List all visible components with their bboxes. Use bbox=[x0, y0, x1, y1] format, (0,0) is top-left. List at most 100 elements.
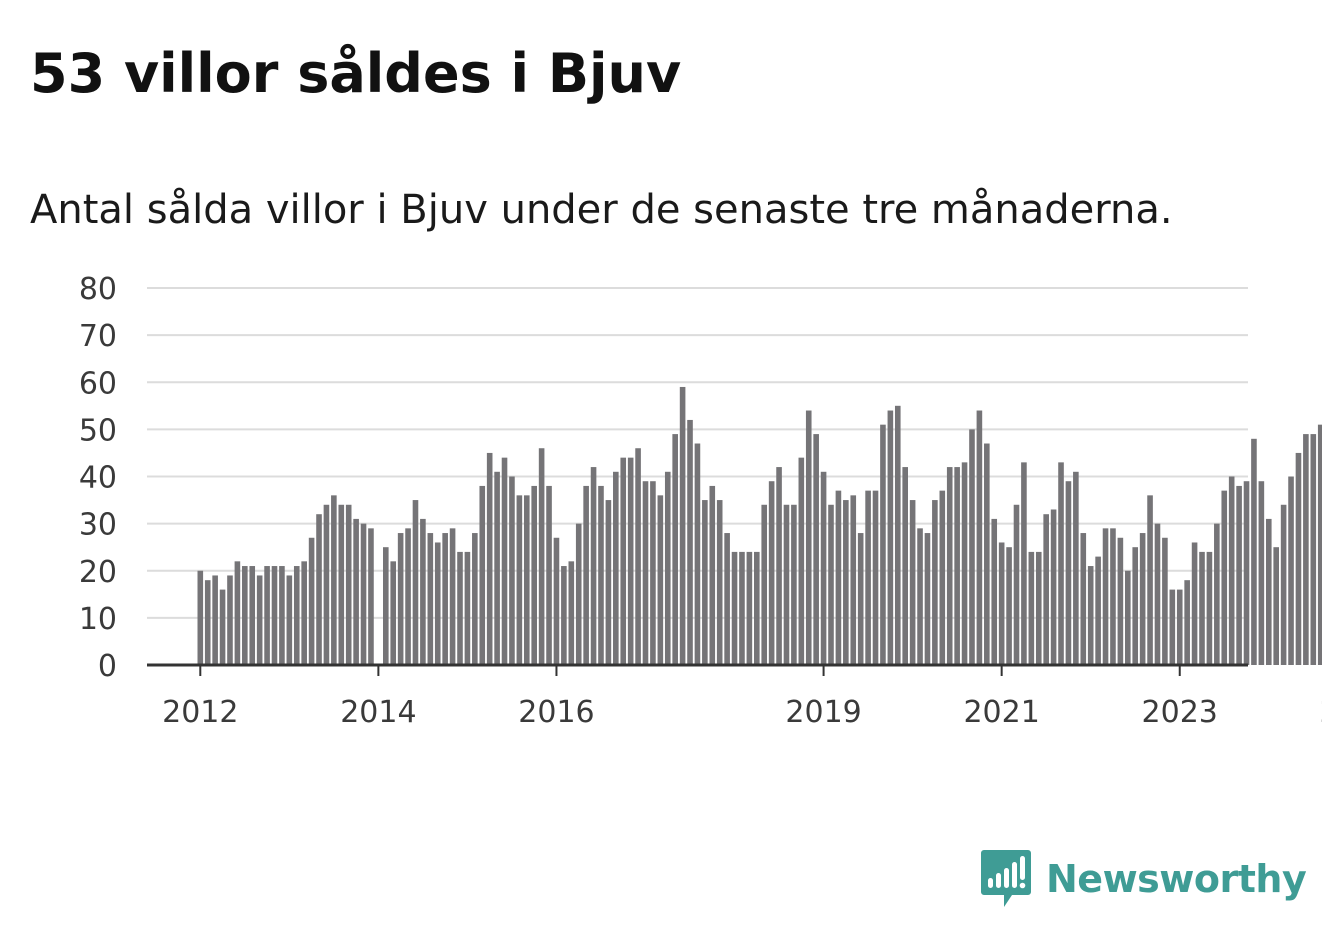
bar bbox=[894, 405, 901, 665]
bar bbox=[961, 462, 968, 665]
bar bbox=[857, 533, 864, 665]
bar bbox=[279, 566, 285, 665]
y-tick-label: 30 bbox=[79, 508, 117, 543]
bar bbox=[1087, 566, 1094, 665]
bar bbox=[1065, 481, 1072, 665]
bar bbox=[412, 500, 419, 665]
bar bbox=[1125, 570, 1131, 665]
bar bbox=[368, 528, 374, 665]
bar bbox=[1080, 533, 1087, 665]
bar bbox=[1243, 481, 1250, 665]
bar bbox=[197, 570, 204, 665]
bar bbox=[946, 467, 953, 665]
y-tick-label: 20 bbox=[79, 555, 117, 590]
bar bbox=[472, 533, 478, 665]
bar bbox=[449, 528, 456, 665]
newsworthy-logo-icon bbox=[981, 850, 1031, 907]
bar bbox=[850, 495, 857, 665]
bar bbox=[464, 551, 471, 665]
bar bbox=[509, 476, 515, 665]
bar bbox=[724, 533, 730, 665]
bar bbox=[331, 495, 337, 665]
bar bbox=[249, 566, 256, 665]
bar bbox=[694, 443, 701, 665]
bar bbox=[932, 500, 938, 665]
bar bbox=[984, 443, 990, 665]
bar bbox=[1102, 528, 1109, 665]
bar bbox=[598, 485, 604, 665]
bar bbox=[1206, 551, 1213, 665]
y-tick-label: 0 bbox=[98, 649, 117, 684]
bar bbox=[1095, 556, 1101, 665]
bar bbox=[383, 547, 389, 665]
x-tick-label: 2021 bbox=[963, 695, 1039, 730]
bar bbox=[553, 537, 560, 665]
bar bbox=[976, 410, 983, 665]
bar bbox=[1035, 551, 1042, 665]
bar bbox=[635, 448, 641, 665]
bar bbox=[316, 514, 322, 665]
bar bbox=[390, 561, 397, 665]
newsworthy-logo: Newsworthy bbox=[980, 848, 1307, 910]
bar bbox=[1295, 452, 1302, 665]
bar bbox=[1169, 589, 1176, 665]
bar bbox=[204, 580, 211, 665]
bar bbox=[271, 566, 278, 665]
bar bbox=[1288, 476, 1294, 665]
bar bbox=[323, 504, 330, 665]
bar bbox=[234, 561, 241, 665]
bar bbox=[924, 533, 931, 665]
bar bbox=[227, 575, 233, 665]
bar bbox=[427, 533, 434, 665]
bar bbox=[687, 419, 693, 665]
bar bbox=[1050, 509, 1057, 665]
bar bbox=[308, 537, 315, 665]
bar bbox=[954, 467, 960, 665]
bar bbox=[642, 481, 649, 665]
bar bbox=[538, 448, 545, 665]
bar bbox=[256, 575, 263, 665]
bar bbox=[1006, 547, 1012, 665]
x-axis-labels: 2012 2014 2016 2019 2021 2023 2025 bbox=[162, 695, 1322, 730]
bar bbox=[434, 542, 441, 665]
bars bbox=[197, 386, 1322, 666]
bar bbox=[761, 504, 768, 665]
bar bbox=[1273, 547, 1279, 665]
bar bbox=[1303, 434, 1309, 665]
bar bbox=[939, 490, 946, 665]
bar bbox=[664, 471, 671, 665]
bar bbox=[1221, 490, 1228, 665]
bar bbox=[620, 457, 627, 665]
bar bbox=[917, 528, 923, 665]
bar bbox=[442, 533, 448, 665]
x-tick-label: 2012 bbox=[162, 695, 238, 730]
bar bbox=[754, 551, 760, 665]
bar bbox=[1251, 438, 1257, 665]
bar bbox=[360, 523, 367, 666]
bar bbox=[590, 467, 597, 665]
bar bbox=[657, 495, 664, 665]
bar bbox=[338, 504, 345, 665]
bar bbox=[1028, 551, 1035, 665]
bar bbox=[776, 467, 782, 665]
bar bbox=[805, 410, 812, 665]
bar bbox=[679, 386, 686, 665]
bar bbox=[798, 457, 805, 665]
bar bbox=[605, 500, 612, 665]
bar bbox=[998, 542, 1005, 665]
y-tick-label: 50 bbox=[79, 413, 117, 448]
bar bbox=[301, 561, 307, 665]
bar bbox=[1147, 495, 1153, 665]
bar bbox=[1013, 504, 1020, 665]
bar bbox=[1073, 471, 1079, 665]
bar bbox=[531, 485, 537, 665]
bar bbox=[1317, 424, 1322, 665]
bar bbox=[583, 485, 589, 665]
y-tick-label: 60 bbox=[79, 366, 117, 401]
x-tick-label: 2016 bbox=[518, 695, 594, 730]
chart-subtitle: Antal sålda villor i Bjuv under de senas… bbox=[30, 187, 1173, 233]
bar bbox=[1117, 537, 1124, 665]
bar bbox=[219, 589, 226, 665]
y-tick-label: 10 bbox=[79, 602, 117, 637]
